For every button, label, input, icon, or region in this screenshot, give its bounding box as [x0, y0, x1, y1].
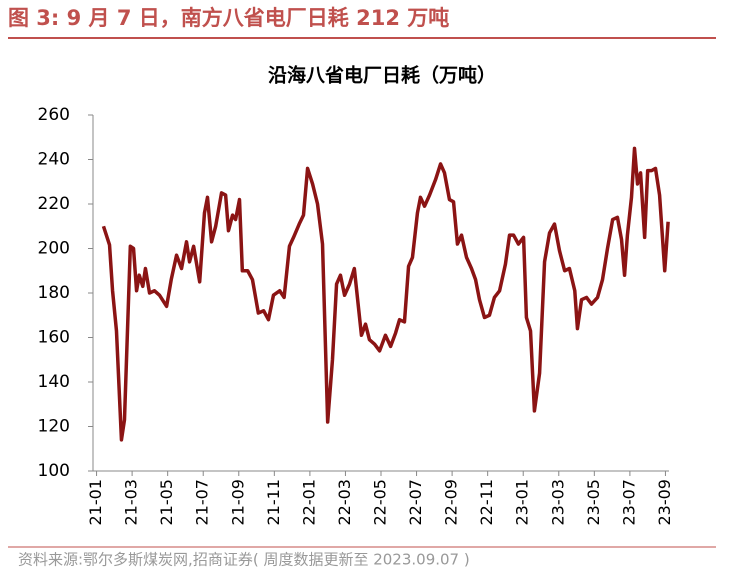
x-tick-label: 22-01: [299, 479, 318, 526]
x-tick-label: 21-09: [228, 479, 247, 526]
x-tick-label: 23-09: [655, 479, 674, 526]
x-tick-label: 23-03: [548, 479, 567, 526]
y-tick-label: 220: [38, 194, 70, 214]
x-tick-label: 22-09: [442, 479, 461, 526]
x-tick-label: 22-07: [406, 479, 425, 526]
y-tick-label: 120: [38, 417, 70, 437]
y-tick-label: 200: [38, 239, 70, 259]
data-line: [101, 146, 670, 442]
y-tick-label: 160: [38, 328, 70, 348]
x-tick-label: 23-01: [513, 479, 532, 526]
x-tick-label: 21-07: [193, 479, 212, 526]
y-tick-label: 260: [38, 105, 70, 125]
x-tick-label: 21-03: [122, 479, 141, 526]
x-tick-label: 21-05: [157, 479, 176, 526]
x-tick-label: 23-07: [619, 479, 638, 526]
y-tick-label: 140: [38, 372, 70, 392]
chart-title: 沿海八省电厂日耗（万吨）: [268, 64, 496, 87]
x-tick-label: 23-05: [584, 479, 603, 526]
x-tick-label: 22-11: [477, 479, 496, 526]
y-tick-label: 100: [38, 461, 70, 481]
x-tick-label: 21-11: [264, 479, 283, 526]
x-tick-label: 21-01: [86, 479, 105, 526]
y-tick-label: 240: [38, 150, 70, 170]
source-note: 资料来源:鄂尔多斯煤炭网,招商证券( 周度数据更新至 2023.09.07 ): [18, 551, 470, 569]
header-title: 图 3: 9 月 7 日，南方八省电厂日耗 212 万吨: [8, 6, 449, 30]
x-tick-label: 22-05: [371, 479, 390, 526]
y-tick-label: 180: [38, 283, 70, 303]
x-tick-label: 22-03: [335, 479, 354, 526]
